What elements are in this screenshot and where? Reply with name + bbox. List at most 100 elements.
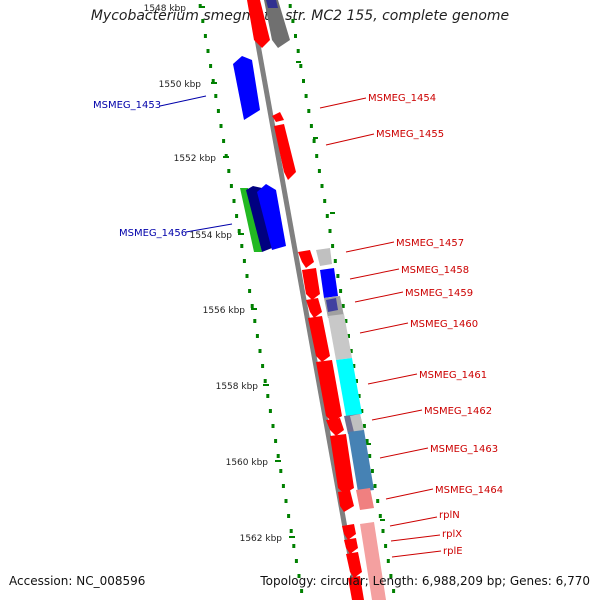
gene-msmeg-1464[interactable] [338,490,354,512]
ruler-dot [214,94,218,98]
ruler-label-1558: 1558 kbp [216,382,259,392]
ruler-dot [281,484,285,488]
gene-msmeg-1453[interactable] [233,56,260,120]
label-leader [379,447,429,459]
label-msmeg-1457[interactable]: MSMEG_1457 [396,238,464,249]
label-leader [385,488,434,500]
gene-msmeg-1460[interactable] [308,316,330,362]
ruler-dot [378,514,382,518]
ruler-dot [258,349,262,353]
ruler-dot [381,529,385,533]
gene-msmeg-1458[interactable] [302,268,320,300]
gene-top-grey[interactable] [264,0,290,48]
label-msmeg-1455[interactable]: MSMEG_1455 [376,129,444,140]
ruler-label-1548: 1548 kbp [144,4,187,14]
ruler-dot [352,364,356,368]
gene-msmeg-1454[interactable] [272,112,284,122]
gene-msmeg-1456-green[interactable] [240,188,262,252]
ruler-label-1562: 1562 kbp [240,534,283,544]
ruler-dot [328,229,332,233]
ruler-dot [284,499,288,503]
gene-rplx[interactable] [344,538,358,554]
ruler-dot [201,19,205,23]
gene-top-navy[interactable] [266,0,278,8]
forward-labels: MSMEG_1454 MSMEG_1455 MSMEG_1457 MSMEG_1… [319,93,503,558]
gene-top-red[interactable] [247,0,270,48]
gene-msmeg-1459[interactable] [306,298,322,318]
gene-rpl-pink[interactable] [360,522,386,600]
ruler-dot [307,109,311,113]
label-msmeg-1456[interactable]: MSMEG_1456 [119,228,187,239]
gene-msmeg-1461-cyan[interactable] [336,358,362,416]
ruler-dot [360,409,364,413]
genome-summary-text: Topology: circular; Length: 6,988,209 bp… [260,574,590,588]
map-title: Mycobacterium smegmatis str. MC2 155, co… [90,8,510,24]
gene-msmeg-1459-navy[interactable] [326,298,338,312]
label-msmeg-1454[interactable]: MSMEG_1454 [368,93,436,104]
ruler-dot [362,424,366,428]
reverse-strand-genes [233,0,286,252]
gene-msmeg-1463[interactable] [330,434,354,494]
ruler-dot [248,289,252,293]
ruler-label-1560: 1560 kbp [226,458,269,468]
ruler-dot [292,544,296,548]
label-leader [159,95,207,107]
label-leader [345,241,395,253]
ruler-dot [349,349,353,353]
ruler-dot [331,244,335,248]
ruler-dot [373,484,377,488]
label-msmeg-1464[interactable]: MSMEG_1464 [435,485,503,496]
ruler-label-1552: 1552 kbp [174,154,217,164]
ruler-dot [203,34,207,38]
ruler-dot [320,184,324,188]
gene-rpln[interactable] [342,524,356,540]
label-msmeg-1461[interactable]: MSMEG_1461 [419,370,487,381]
ruler-dot [312,139,316,143]
ruler-dot [263,379,267,383]
label-leader [391,550,442,558]
ruler-dot [302,79,305,83]
label-rpln[interactable]: rplN [439,510,460,521]
ruler-label-1550: 1550 kbp [159,80,202,90]
label-msmeg-1463[interactable]: MSMEG_1463 [430,444,498,455]
ruler-dot [323,199,327,203]
ruler-dot [339,289,343,293]
ruler-dot [250,304,254,308]
gene-msmeg-1456[interactable] [246,186,272,252]
gene-msmeg-1457-grey[interactable] [316,248,332,266]
ruler-dot [368,454,372,458]
gene-msmeg-1463-steel[interactable] [348,430,374,492]
ruler-dot [370,469,374,473]
gene-msmeg-1460-grey[interactable] [328,314,352,360]
gene-msmeg-1455[interactable] [274,124,296,180]
ruler-dot [294,34,297,38]
gene-rple[interactable] [346,552,362,578]
label-leader [325,133,375,146]
ruler-dot [299,64,303,68]
ruler-dot [287,514,291,518]
ruler-dot [266,394,270,398]
label-msmeg-1462[interactable]: MSMEG_1462 [424,406,492,417]
gene-msmeg-1461[interactable] [316,360,342,422]
gene-blue-1456b[interactable] [257,184,286,250]
label-leader [354,291,404,303]
gene-msmeg-1462[interactable] [326,418,344,436]
ruler-dot [392,589,396,593]
gene-rpl-red-bottom[interactable] [348,576,364,600]
ruler-dot [279,469,283,473]
label-rple[interactable]: rplE [443,546,463,557]
gene-msmeg-1464-pink[interactable] [356,488,374,510]
label-msmeg-1458[interactable]: MSMEG_1458 [401,265,469,276]
ruler-dot [255,334,259,338]
label-leader [390,534,441,542]
label-msmeg-1453[interactable]: MSMEG_1453 [93,100,161,111]
ruler-dot [304,94,308,98]
gene-msmeg-1462-grey[interactable] [350,414,364,432]
gene-msmeg-1458-blue[interactable] [320,268,338,298]
label-rplx[interactable]: rplX [442,529,462,540]
label-msmeg-1460[interactable]: MSMEG_1460 [410,319,478,330]
label-leader [389,516,438,527]
gene-msmeg-1457[interactable] [298,250,314,268]
ruler-dot [309,124,313,128]
label-msmeg-1459[interactable]: MSMEG_1459 [405,288,473,299]
